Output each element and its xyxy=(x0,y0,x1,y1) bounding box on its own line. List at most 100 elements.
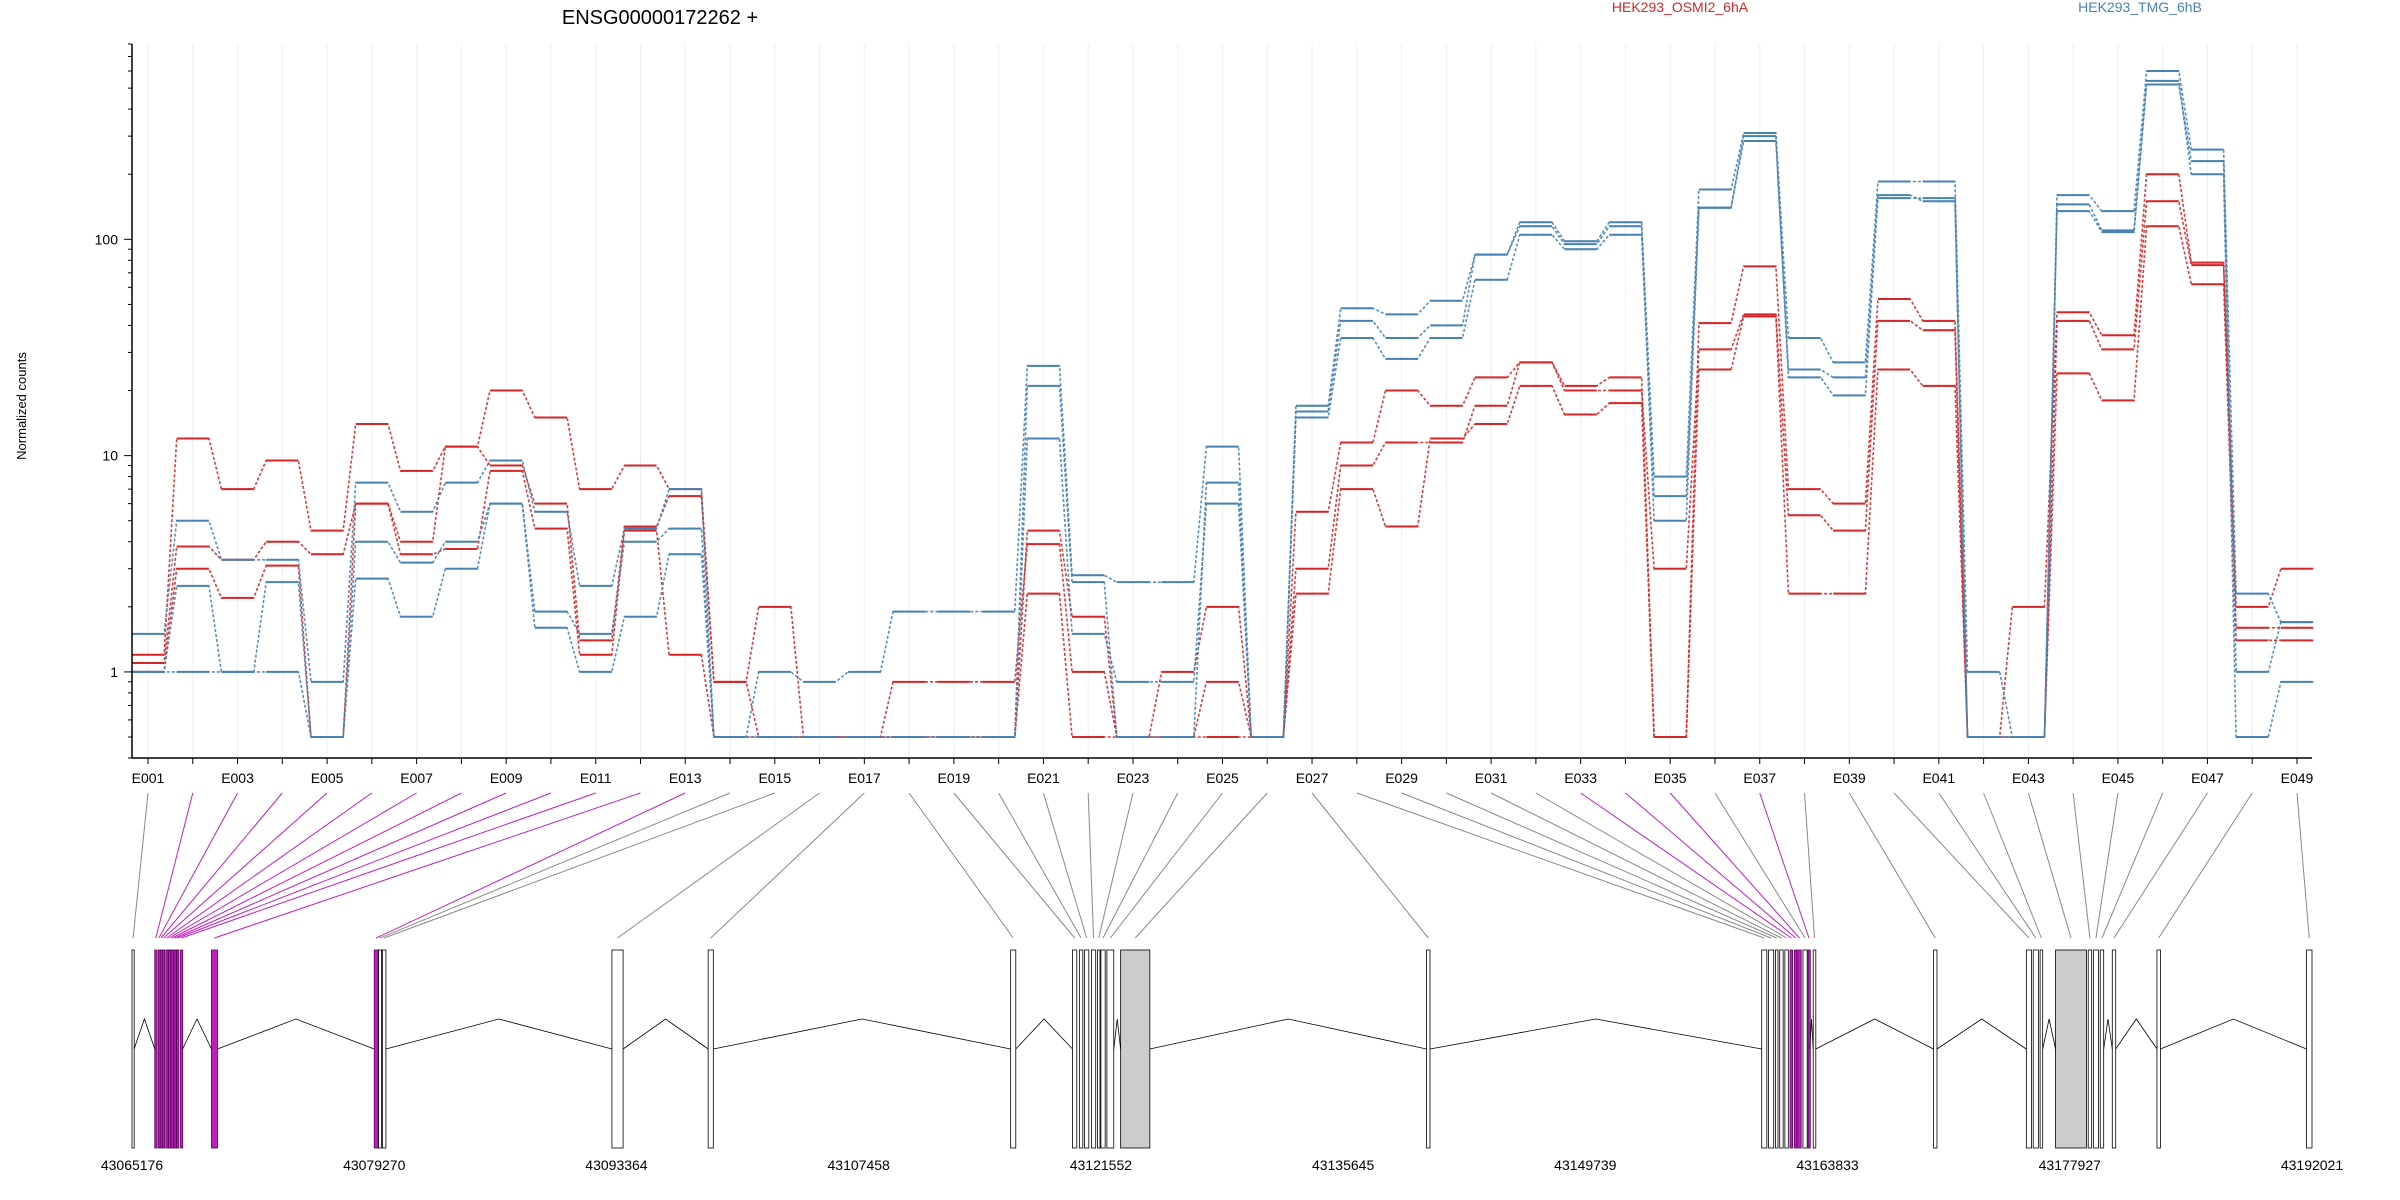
exon-connector xyxy=(375,792,686,939)
exon-connector xyxy=(1535,792,1787,939)
exon-connector xyxy=(2101,792,2164,939)
exon-box xyxy=(165,949,169,1149)
exon-connector xyxy=(2113,792,2208,939)
legend-label-osmi2: HEK293_OSMI2_6hA xyxy=(1612,0,1749,15)
x-tick-label: E049 xyxy=(2281,770,2314,786)
exon-connector xyxy=(2027,792,2072,939)
exon-box xyxy=(2099,949,2105,1149)
exon-connector xyxy=(2296,792,2310,939)
exon-box xyxy=(1078,949,1084,1149)
exon-box xyxy=(211,949,218,1149)
exon-connectors xyxy=(132,792,2310,939)
exon-box xyxy=(2055,949,2087,1149)
exon-connector xyxy=(384,792,775,939)
exon-connector xyxy=(158,792,238,939)
intron-line xyxy=(713,1018,1011,1050)
axes: 1 10 100 E001 E003 E005 E007 E009 E011 E013 E015 E0… xyxy=(95,43,2314,786)
exon-connector xyxy=(998,792,1082,939)
x-tick-label: E025 xyxy=(1206,770,1239,786)
exon-connector xyxy=(1625,792,1796,939)
exon-box xyxy=(1812,949,1817,1149)
exon-box xyxy=(1775,949,1779,1149)
exon-connector xyxy=(177,792,552,939)
genome-position-label: 43065176 xyxy=(101,1157,164,1173)
exon-connector xyxy=(160,792,283,939)
exon-box xyxy=(2025,949,2032,1149)
exon-box xyxy=(1779,949,1784,1149)
exon-box xyxy=(131,949,135,1149)
exon-box xyxy=(1097,949,1101,1149)
exon-connector xyxy=(163,792,328,939)
x-tick-label: E029 xyxy=(1385,770,1418,786)
exon-box xyxy=(1106,949,1115,1149)
exon-box xyxy=(2087,949,2093,1149)
exon-box xyxy=(2032,949,2039,1149)
exon-connector xyxy=(1804,792,1816,939)
x-tick-label: E003 xyxy=(221,770,254,786)
x-tick-label: E041 xyxy=(1922,770,1955,786)
exon-box xyxy=(1789,949,1794,1149)
genome-position-label: 43149739 xyxy=(1554,1157,1617,1173)
exon-connector xyxy=(1714,792,1806,939)
y-tick-label: 1 xyxy=(110,664,118,680)
y-tick-label: 100 xyxy=(95,231,119,247)
exon-connector xyxy=(171,792,462,939)
exon-connector xyxy=(1134,792,1268,939)
exon-connector xyxy=(379,792,731,939)
x-tick-label: E047 xyxy=(2191,770,2224,786)
intron-line xyxy=(1815,1018,1934,1050)
x-tick-label: E027 xyxy=(1296,770,1329,786)
exon-connector xyxy=(1098,792,1134,939)
exon-box xyxy=(1120,949,1151,1149)
exon-box xyxy=(2111,949,2117,1149)
exon-box xyxy=(1072,949,1078,1149)
x-tick-label: E021 xyxy=(1027,770,1060,786)
intron-line xyxy=(2115,1018,2158,1050)
exon-box xyxy=(1797,949,1802,1149)
exon-box xyxy=(382,949,387,1149)
exon-connector xyxy=(1087,792,1095,939)
x-tick-label: E013 xyxy=(669,770,702,786)
exon-connector xyxy=(2072,792,2091,939)
intron-line xyxy=(133,1017,156,1050)
y-axis-label: Normalized counts xyxy=(14,352,29,460)
x-tick-label: E033 xyxy=(1564,770,1597,786)
exon-box xyxy=(2306,949,2313,1149)
x-tick-label: E009 xyxy=(490,770,523,786)
chart-title: ENSG00000172262 + xyxy=(562,7,758,29)
exon-box xyxy=(1933,949,1938,1149)
grid-lines xyxy=(147,44,2298,758)
exon-connector xyxy=(953,792,1076,939)
intron-line xyxy=(182,1018,212,1050)
genome-position-label: 43177927 xyxy=(2039,1157,2102,1173)
exon-connector xyxy=(1446,792,1777,939)
exon-box xyxy=(1802,949,1808,1149)
intron-line xyxy=(2042,1018,2056,1050)
intron-line xyxy=(2160,1018,2307,1050)
y-tick-label: 10 xyxy=(102,448,118,464)
exon-box xyxy=(1784,949,1789,1149)
genome-position-label: 43079270 xyxy=(343,1157,406,1173)
x-tick-label: E031 xyxy=(1475,770,1508,786)
exon-box xyxy=(1768,949,1775,1149)
exon-connector xyxy=(1580,792,1792,939)
exon-box xyxy=(611,949,624,1149)
exon-connector xyxy=(1893,792,2030,939)
exon-connector xyxy=(1042,792,1088,939)
series-lines xyxy=(131,70,2314,739)
x-tick-label: E015 xyxy=(758,770,791,786)
intron-line xyxy=(2103,1018,2113,1050)
exon-connector xyxy=(1669,792,1800,939)
intron-line xyxy=(1936,1018,2027,1050)
exon-box xyxy=(180,949,184,1149)
exon-connector xyxy=(168,792,417,939)
exon-box xyxy=(2039,949,2044,1149)
intron-line xyxy=(1149,1018,1427,1050)
x-tick-label: E001 xyxy=(132,770,165,786)
exon-box xyxy=(176,949,180,1149)
exon-connector xyxy=(1401,792,1772,939)
x-tick-label: E023 xyxy=(1117,770,1150,786)
exon-box xyxy=(373,949,379,1149)
exon-box xyxy=(1091,949,1097,1149)
